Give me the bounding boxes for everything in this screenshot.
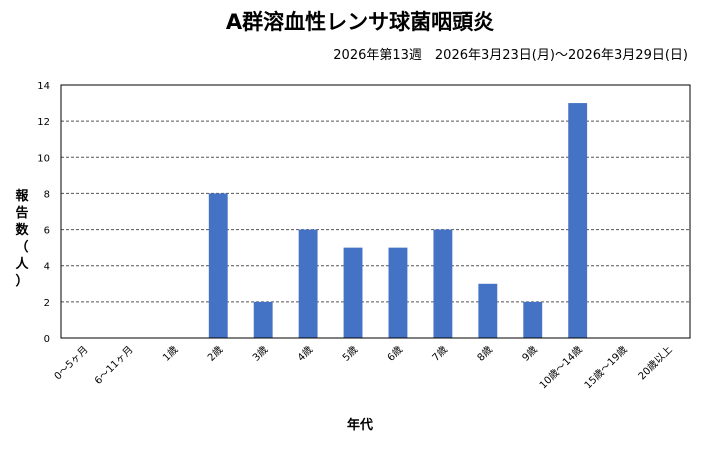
y-axis-label: 報告数 （ 人 ） — [14, 188, 30, 290]
bar — [388, 247, 408, 338]
x-tick-label: 6歳 — [385, 344, 405, 364]
y-axis-label-char: 報 — [15, 189, 29, 204]
plot-area — [61, 85, 690, 338]
x-tick-label: 10歳〜14歳 — [537, 344, 585, 392]
x-tick-label: 6〜11ヶ月 — [92, 344, 135, 387]
bar — [343, 247, 363, 338]
y-axis-label-char: ） — [15, 274, 29, 289]
y-tick-label: 12 — [37, 117, 50, 128]
x-tick-label: 1歳 — [160, 344, 180, 364]
x-axis-label: 年代 — [346, 418, 373, 433]
y-tick-label: 2 — [44, 298, 50, 309]
x-tick-label: 2歳 — [205, 344, 225, 364]
x-tick-label: 3歳 — [250, 344, 270, 364]
y-axis-label-char: （ — [15, 240, 29, 255]
bar — [568, 103, 588, 338]
bar — [478, 283, 498, 338]
y-tick-label: 0 — [44, 334, 50, 345]
y-tick-label: 4 — [44, 262, 50, 273]
chart-title: A群溶血性レンサ球菌咽頭炎 — [225, 10, 495, 34]
x-tick-label: 20歳以上 — [636, 344, 675, 383]
y-axis-label-char: 告 — [15, 206, 29, 221]
y-tick-label: 14 — [37, 81, 50, 92]
x-tick-label: 5歳 — [340, 344, 360, 364]
plot-border — [60, 84, 691, 339]
y-tick-label: 10 — [37, 153, 50, 164]
bar — [298, 229, 318, 338]
bar — [433, 229, 453, 338]
chart-subtitle: 2026年第13週 2026年3月23日(月)〜2026年3月29日(日) — [333, 48, 688, 63]
x-tick-label: 7歳 — [430, 344, 450, 364]
x-tick-label: 4歳 — [295, 344, 315, 364]
x-tick-label: 0〜5ヶ月 — [52, 344, 91, 383]
y-tick-label: 8 — [44, 189, 50, 200]
x-tick-label: 8歳 — [475, 344, 495, 364]
bar — [208, 193, 228, 338]
x-tick-label: 15歳〜19歳 — [582, 344, 630, 392]
x-tick-label: 9歳 — [520, 344, 540, 364]
y-axis-label-char: 人 — [15, 257, 29, 272]
bar — [253, 301, 273, 338]
y-tick-label: 6 — [44, 226, 50, 237]
y-axis-label-char: 数 — [15, 223, 29, 238]
bar — [523, 301, 543, 338]
